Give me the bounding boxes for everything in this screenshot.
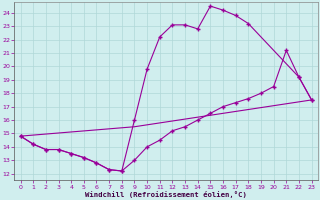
X-axis label: Windchill (Refroidissement éolien,°C): Windchill (Refroidissement éolien,°C) <box>85 191 247 198</box>
